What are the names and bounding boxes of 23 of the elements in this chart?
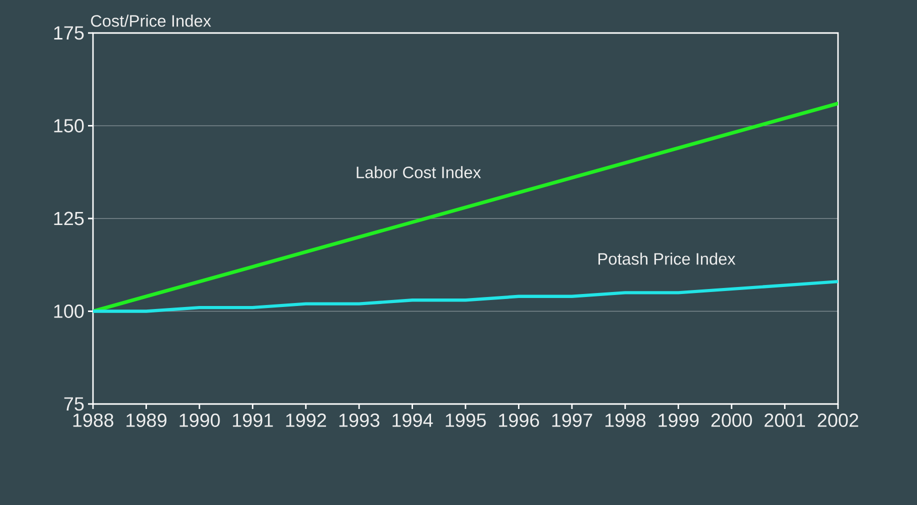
x-tick-label: 2001 bbox=[764, 414, 805, 427]
x-tick-label: 2002 bbox=[818, 414, 858, 427]
x-tick-label: 1999 bbox=[658, 414, 699, 427]
x-tick-label: 1996 bbox=[499, 414, 540, 427]
y-tick-label: 75 bbox=[64, 397, 84, 411]
x-tick-label: 1992 bbox=[286, 414, 326, 427]
x-tick-label: 1990 bbox=[180, 414, 220, 427]
x-tick-label: 1988 bbox=[73, 414, 114, 427]
y-tick-label: 150 bbox=[54, 119, 84, 132]
x-tick-label: 2000 bbox=[711, 414, 752, 427]
y-tick-label: 125 bbox=[54, 212, 84, 226]
series-label: Potash Price Index bbox=[598, 252, 736, 265]
y-tick-label: 100 bbox=[54, 304, 84, 318]
x-tick-label: 1994 bbox=[392, 414, 433, 427]
x-tick-label: 1991 bbox=[232, 414, 273, 427]
series-label: Labor Cost Index bbox=[356, 166, 481, 178]
x-tick-label: 1989 bbox=[126, 414, 166, 427]
y-tick-label: 175 bbox=[54, 26, 84, 40]
x-tick-label: 1998 bbox=[605, 414, 646, 427]
y-axis-title: Cost/Price Index bbox=[91, 14, 212, 27]
x-tick-label: 1995 bbox=[446, 414, 486, 427]
x-tick-label: 1997 bbox=[552, 414, 592, 427]
x-tick-label: 1993 bbox=[339, 414, 380, 427]
